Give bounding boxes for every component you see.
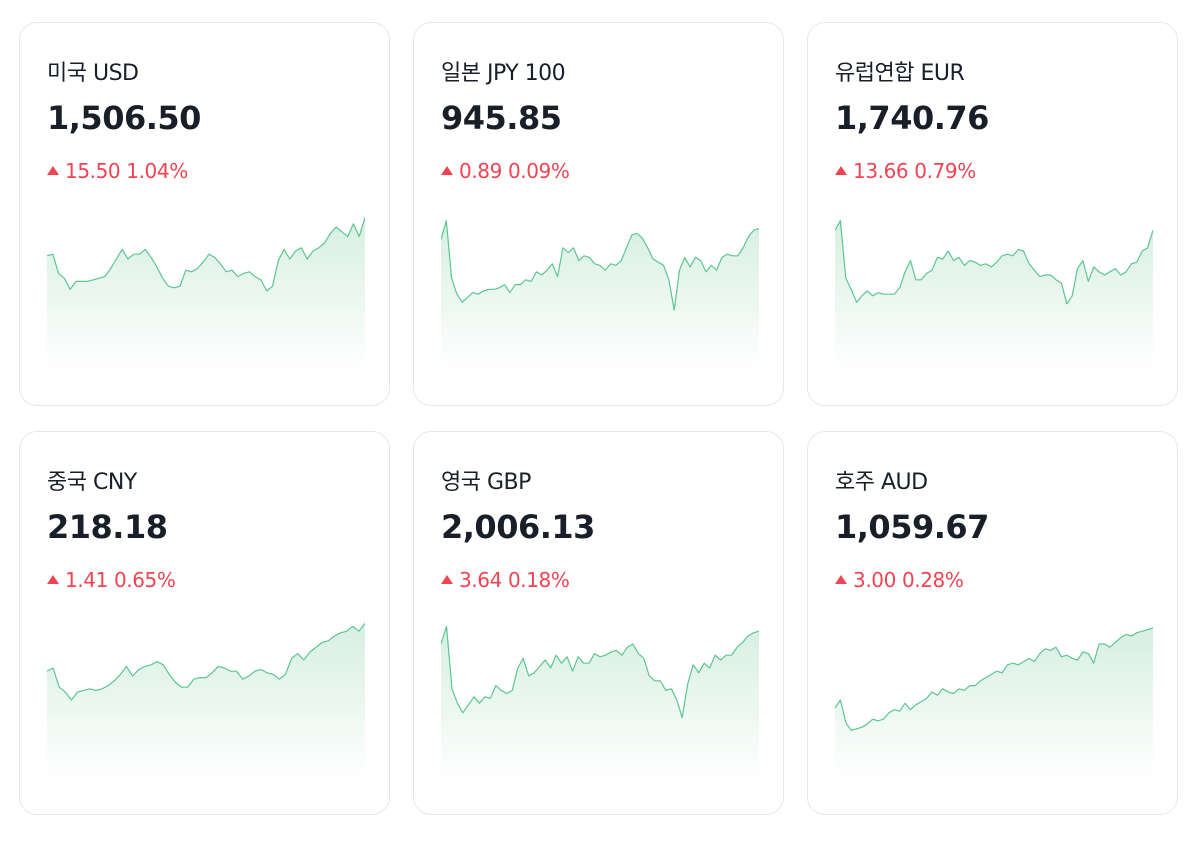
currency-card-aud[interactable]: 호주 AUD 1,059.67 3.00 0.28% <box>807 431 1178 815</box>
exchange-rate-value: 1,059.67 <box>835 508 989 546</box>
exchange-rate-value: 945.85 <box>441 99 562 137</box>
sparkline-area <box>47 623 365 780</box>
up-triangle-icon <box>441 574 453 584</box>
currency-card-gbp[interactable]: 영국 GBP 2,006.13 3.64 0.18% <box>413 431 784 815</box>
change-amount: 0.89 <box>459 159 502 183</box>
change-percent: 0.28% <box>901 568 964 592</box>
currency-name: 호주 AUD <box>835 470 928 495</box>
exchange-rate-value: 1,740.76 <box>835 99 989 137</box>
sparkline-line <box>441 220 759 311</box>
sparkline-chart <box>47 217 365 371</box>
sparkline-line <box>47 622 365 701</box>
exchange-rate-value: 1,506.50 <box>47 99 201 137</box>
rate-change: 1.41 0.65% <box>47 568 176 592</box>
currency-name: 영국 GBP <box>441 470 531 495</box>
sparkline-chart <box>835 627 1153 780</box>
sparkline-area <box>835 628 1153 780</box>
change-amount: 1.41 <box>65 568 108 592</box>
exchange-rate-grid: 미국 USD 1,506.50 15.50 1.04% 일본 JPY 100 9… <box>19 22 1178 815</box>
change-percent: 0.18% <box>507 568 570 592</box>
sparkline-line <box>47 217 365 292</box>
sparkline-chart <box>441 625 759 780</box>
rate-change: 3.00 0.28% <box>835 568 964 592</box>
up-triangle-icon <box>47 574 59 584</box>
exchange-rate-value: 2,006.13 <box>441 508 595 546</box>
change-amount: 3.64 <box>459 568 502 592</box>
sparkline-chart <box>47 622 365 780</box>
change-amount: 13.66 <box>853 159 909 183</box>
change-percent: 1.04% <box>126 159 188 183</box>
up-triangle-icon <box>835 165 847 175</box>
up-triangle-icon <box>47 165 59 175</box>
currency-card-eur[interactable]: 유럽연합 EUR 1,740.76 13.66 0.79% <box>807 22 1178 406</box>
currency-name: 유럽연합 EUR <box>835 61 965 86</box>
sparkline-line <box>441 625 759 719</box>
sparkline-line <box>835 627 1153 731</box>
change-amount: 15.50 <box>65 159 121 183</box>
currency-name: 미국 USD <box>47 61 139 86</box>
change-percent: 0.09% <box>507 159 570 183</box>
sparkline-area <box>835 220 1153 371</box>
sparkline-chart <box>835 220 1153 371</box>
currency-card-usd[interactable]: 미국 USD 1,506.50 15.50 1.04% <box>19 22 390 406</box>
sparkline-line <box>835 220 1153 305</box>
currency-name: 일본 JPY 100 <box>441 61 566 86</box>
sparkline-area <box>441 220 759 371</box>
sparkline-area <box>441 626 759 780</box>
up-triangle-icon <box>835 574 847 584</box>
up-triangle-icon <box>441 165 453 175</box>
change-percent: 0.65% <box>113 568 176 592</box>
currency-card-jpy[interactable]: 일본 JPY 100 945.85 0.89 0.09% <box>413 22 784 406</box>
currency-name: 중국 CNY <box>47 470 137 495</box>
rate-change: 0.89 0.09% <box>441 159 570 183</box>
sparkline-area <box>47 217 365 371</box>
change-amount: 3.00 <box>853 568 896 592</box>
sparkline-chart <box>441 220 759 371</box>
rate-change: 3.64 0.18% <box>441 568 570 592</box>
currency-card-cny[interactable]: 중국 CNY 218.18 1.41 0.65% <box>19 431 390 815</box>
rate-change: 15.50 1.04% <box>47 159 188 183</box>
change-percent: 0.79% <box>914 159 976 183</box>
rate-change: 13.66 0.79% <box>835 159 976 183</box>
exchange-rate-value: 218.18 <box>47 508 168 546</box>
